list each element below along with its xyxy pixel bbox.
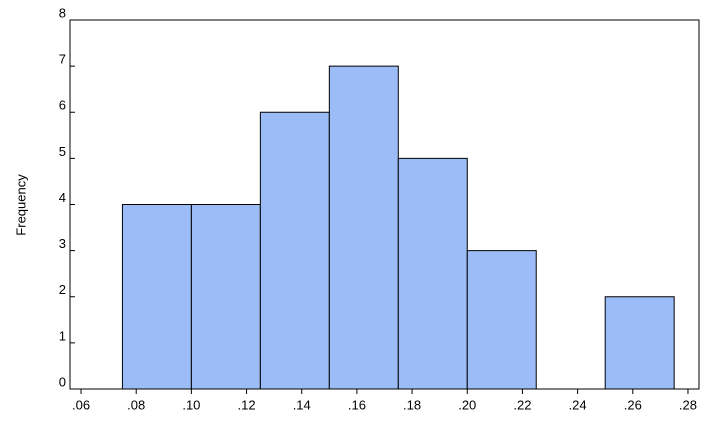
chart: Frequency 0 1 2 3 4 5 6 7 8 .06 .08 .10 .12 .14 .16 .18…: [0, 0, 702, 421]
x-tick-label: .20: [458, 397, 476, 412]
x-tick-label: .10: [182, 397, 200, 412]
bar: [191, 205, 260, 390]
y-tick-label: 4: [59, 190, 66, 205]
y-axis-label: Frequency: [13, 174, 28, 236]
y-tick-label: 0: [59, 374, 66, 389]
x-tick-label: .14: [293, 397, 311, 412]
x-tick-label: .06: [72, 397, 90, 412]
y-tick-label: 7: [59, 52, 66, 67]
y-tick-label: 2: [59, 282, 66, 297]
bar: [605, 297, 674, 389]
x-tick-label: .24: [569, 397, 587, 412]
bar: [467, 251, 536, 389]
y-tick-label: 6: [59, 98, 66, 113]
x-tick-label: .22: [513, 397, 531, 412]
bar: [329, 66, 398, 389]
x-tick-label: .18: [403, 397, 421, 412]
x-tick-label: .28: [679, 397, 697, 412]
x-tick-label: .08: [127, 397, 145, 412]
bar: [122, 205, 191, 390]
bar: [260, 112, 329, 389]
y-tick-label: 1: [59, 328, 66, 343]
x-tick-label: .26: [624, 397, 642, 412]
y-tick-label: 8: [59, 5, 66, 20]
y-tick-label: 3: [59, 236, 66, 251]
y-tick-label: 5: [59, 144, 66, 159]
x-tick-label: .16: [348, 397, 366, 412]
x-tick-label: .12: [238, 397, 256, 412]
bar: [398, 158, 467, 389]
